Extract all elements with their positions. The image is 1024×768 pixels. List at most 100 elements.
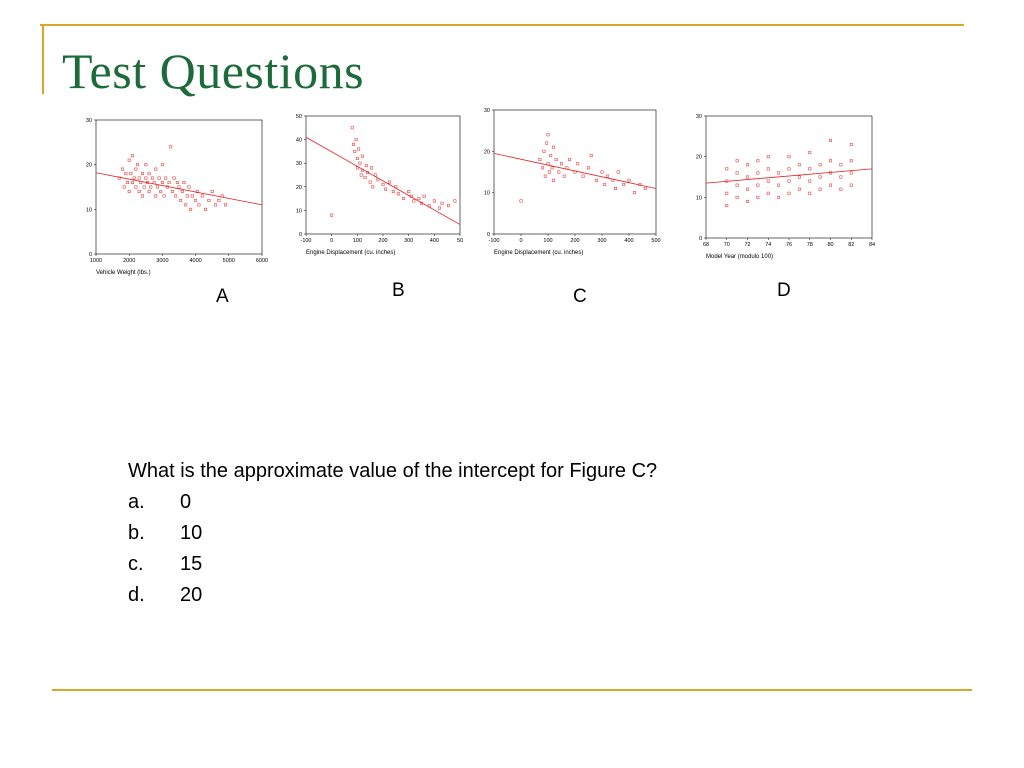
data-point: [160, 163, 164, 167]
data-point: [818, 163, 822, 167]
data-point: [554, 158, 558, 162]
x-tick-label: 78: [807, 242, 813, 248]
data-point: [849, 143, 853, 146]
data-point: [141, 194, 144, 198]
data-point: [447, 204, 450, 208]
data-point: [204, 207, 208, 211]
x-tick-label: 2000: [123, 258, 135, 264]
data-point: [766, 179, 770, 183]
y-tick-label: 30: [86, 118, 92, 124]
data-point: [132, 176, 136, 180]
x-tick-label: 0: [519, 238, 522, 244]
regression-line: [95, 172, 263, 206]
data-point: [839, 187, 843, 191]
x-axis-label: Engine Displacement (cu. inches): [494, 250, 583, 256]
data-point: [154, 194, 158, 198]
slide-title: Test Questions: [62, 43, 365, 99]
data-point: [787, 191, 791, 195]
data-point: [363, 175, 367, 179]
y-tick-label: 0: [89, 252, 92, 258]
data-point: [155, 185, 159, 189]
x-tick-label: 300: [597, 238, 606, 244]
data-point: [797, 175, 801, 179]
data-point: [746, 199, 749, 203]
data-point: [787, 179, 791, 183]
data-point: [136, 163, 139, 167]
x-tick-label: 400: [430, 238, 439, 244]
data-point: [725, 204, 729, 207]
data-point: [170, 190, 174, 193]
data-point: [147, 172, 151, 176]
x-tick-label: 84: [869, 242, 875, 248]
data-point: [361, 154, 364, 158]
x-tick-label: 82: [848, 242, 854, 248]
data-point: [725, 167, 729, 171]
choice-d: d. 20: [128, 580, 657, 611]
x-tick-label: 70: [724, 242, 730, 248]
y-tick-label: 10: [484, 191, 490, 197]
data-point: [829, 183, 832, 187]
data-point: [124, 172, 128, 176]
data-point: [152, 181, 156, 184]
data-point: [194, 198, 198, 202]
y-tick-label: 30: [696, 114, 702, 120]
choice-text: 20: [180, 584, 203, 606]
y-tick-label: 0: [487, 232, 490, 238]
choice-label: a.: [128, 491, 145, 513]
data-point: [735, 183, 739, 187]
left-accent-line: [42, 24, 44, 94]
x-tick-label: 3000: [156, 258, 168, 264]
choice-c: c. 15: [128, 549, 657, 580]
regression-line: [493, 153, 657, 189]
data-point: [187, 185, 191, 189]
data-point: [560, 162, 563, 166]
data-point: [438, 206, 441, 210]
data-point: [182, 181, 186, 184]
data-point: [562, 174, 566, 178]
data-point: [808, 167, 812, 171]
data-point: [167, 181, 171, 184]
y-tick-label: 20: [86, 163, 92, 169]
data-point: [391, 190, 395, 193]
data-point: [353, 149, 357, 153]
bottom-accent-line: [52, 689, 972, 691]
data-point: [829, 138, 832, 142]
data-point: [142, 185, 146, 189]
regression-line: [305, 136, 461, 225]
data-point: [137, 176, 141, 180]
data-point: [179, 198, 183, 202]
data-point: [808, 151, 812, 155]
plot-frame: [305, 115, 461, 235]
data-point: [157, 176, 161, 180]
data-point: [766, 191, 770, 195]
data-point: [581, 174, 585, 178]
data-point: [839, 163, 843, 167]
data-point: [549, 154, 553, 157]
x-tick-label: 1000: [90, 258, 102, 264]
data-point: [542, 149, 546, 153]
data-point: [330, 213, 334, 217]
chart-svg: 1000 2000 3000 4000 5000 6000 0 10 20 30 Vehicle W…: [86, 118, 268, 276]
x-tick-label: 50: [457, 238, 463, 244]
data-point: [557, 170, 561, 174]
data-point: [589, 154, 593, 157]
data-point: [614, 187, 617, 190]
x-tick-label: 200: [570, 238, 579, 244]
data-point: [818, 175, 822, 179]
data-point: [818, 187, 822, 191]
data-point: [364, 164, 368, 168]
choice-label: c.: [128, 553, 144, 575]
plot-frame: [95, 119, 263, 255]
choice-text: 15: [180, 553, 203, 575]
x-tick-label: 72: [744, 242, 750, 248]
x-axis-label: Model Year (modulo 100): [706, 254, 773, 260]
data-point: [127, 158, 131, 162]
data-point: [162, 194, 166, 198]
data-point: [440, 201, 444, 205]
x-tick-label: 200: [378, 238, 387, 244]
data-point: [174, 194, 178, 198]
data-point: [603, 182, 607, 186]
data-point: [359, 173, 363, 177]
data-point: [595, 178, 599, 182]
